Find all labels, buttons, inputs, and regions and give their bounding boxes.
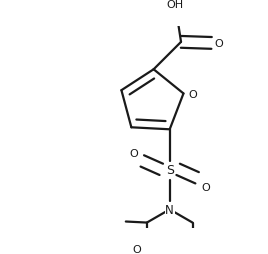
- Text: O: O: [201, 182, 210, 192]
- Text: O: O: [189, 90, 198, 100]
- Text: N: N: [165, 203, 174, 216]
- Text: O: O: [129, 148, 138, 158]
- Text: O: O: [133, 244, 142, 254]
- Text: S: S: [166, 163, 174, 176]
- Text: OH: OH: [166, 0, 183, 10]
- Text: O: O: [215, 39, 224, 49]
